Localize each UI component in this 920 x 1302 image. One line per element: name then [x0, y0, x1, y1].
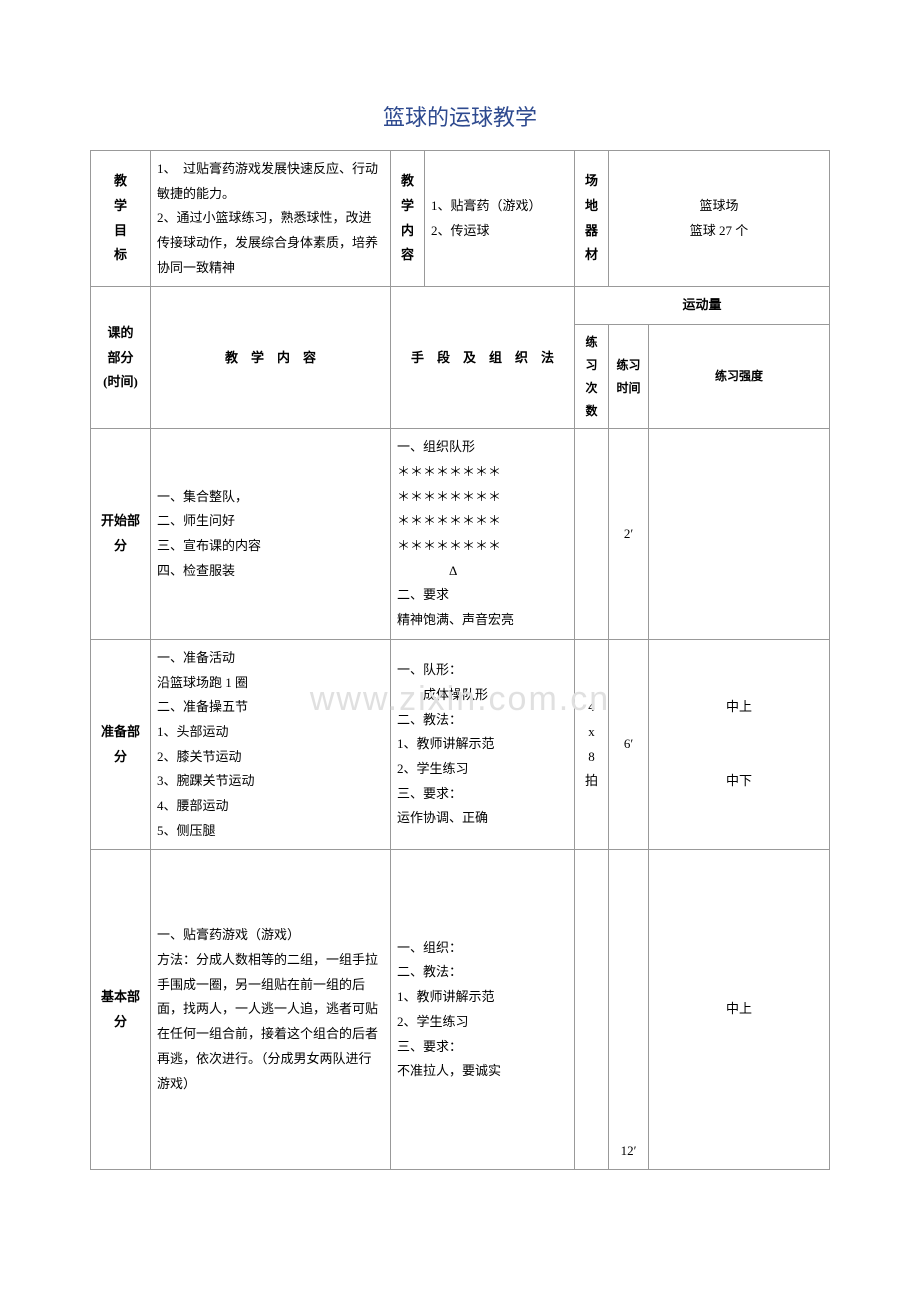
section-main-label: 基本部分 [91, 850, 151, 1170]
lesson-plan-table: 教学目标 1、 过贴膏药游戏发展快速反应、行动敏捷的能力。2、通过小篮球练习，熟… [90, 150, 830, 1170]
col-method: 手 段 及 组 织 法 [391, 287, 575, 429]
section-prep-content: 一、准备活动沿篮球场跑 1 圈二、准备操五节1、头部运动2、膝关节运动3、腕踝关… [151, 639, 391, 850]
section-main-content: 一、贴膏药游戏（游戏）方法：分成人数相等的二组，一组手拉手围成一圈，另一组贴在前… [151, 850, 391, 1170]
section-start-label: 开始部分 [91, 429, 151, 640]
page-title: 篮球的运球教学 [90, 100, 830, 132]
goal-label: 教学目标 [91, 151, 151, 287]
col-load: 运动量 [575, 287, 830, 325]
table-row: 基本部分 一、贴膏药游戏（游戏）方法：分成人数相等的二组，一组手拉手围成一圈，另… [91, 850, 830, 1170]
col-content: 教 学 内 容 [151, 287, 391, 429]
section-prep-method: 一、队形： 成体操队形二、教法：1、教师讲解示范2、学生练习三、要求：运作协调、… [391, 639, 575, 850]
col-part: 课的部分(时间) [91, 287, 151, 429]
col-intensity: 练习强度 [649, 325, 830, 429]
section-prep-time: 6′ [609, 639, 649, 850]
section-main-intensity: 中上 [649, 850, 830, 1170]
col-reps: 练习次数 [575, 325, 609, 429]
equip-text: 篮球场篮球 27 个 [609, 151, 830, 287]
content-col-label: 教学内容 [391, 151, 425, 287]
section-main-time: 12′ [609, 850, 649, 1170]
section-start-method: 一、组织队形＊＊＊＊＊＊＊＊＊＊＊＊＊＊＊＊＊＊＊＊＊＊＊＊＊＊＊＊＊＊＊＊ Δ… [391, 429, 575, 640]
section-prep-reps: 4x8拍 [575, 639, 609, 850]
section-prep-label: 准备部分 [91, 639, 151, 850]
content-col-text: 1、贴膏药（游戏）2、传运球 [425, 151, 575, 287]
table-row: 准备部分 一、准备活动沿篮球场跑 1 圈二、准备操五节1、头部运动2、膝关节运动… [91, 639, 830, 850]
section-start-reps [575, 429, 609, 640]
section-main-reps [575, 850, 609, 1170]
section-prep-intensity: 中上中下 [649, 639, 830, 850]
table-row: 教学目标 1、 过贴膏药游戏发展快速反应、行动敏捷的能力。2、通过小篮球练习，熟… [91, 151, 830, 287]
section-start-intensity [649, 429, 830, 640]
section-main-method: 一、组织：二、教法：1、教师讲解示范2、学生练习三、要求：不准拉人，要诚实 [391, 850, 575, 1170]
equip-label: 场地器材 [575, 151, 609, 287]
section-start-content: 一、集合整队，二、师生问好三、宣布课的内容四、检查服装 [151, 429, 391, 640]
col-time: 练习时间 [609, 325, 649, 429]
table-row: 课的部分(时间) 教 学 内 容 手 段 及 组 织 法 运动量 [91, 287, 830, 325]
table-row: 开始部分 一、集合整队，二、师生问好三、宣布课的内容四、检查服装 一、组织队形＊… [91, 429, 830, 640]
goal-text: 1、 过贴膏药游戏发展快速反应、行动敏捷的能力。2、通过小篮球练习，熟悉球性，改… [151, 151, 391, 287]
section-start-time: 2′ [609, 429, 649, 640]
